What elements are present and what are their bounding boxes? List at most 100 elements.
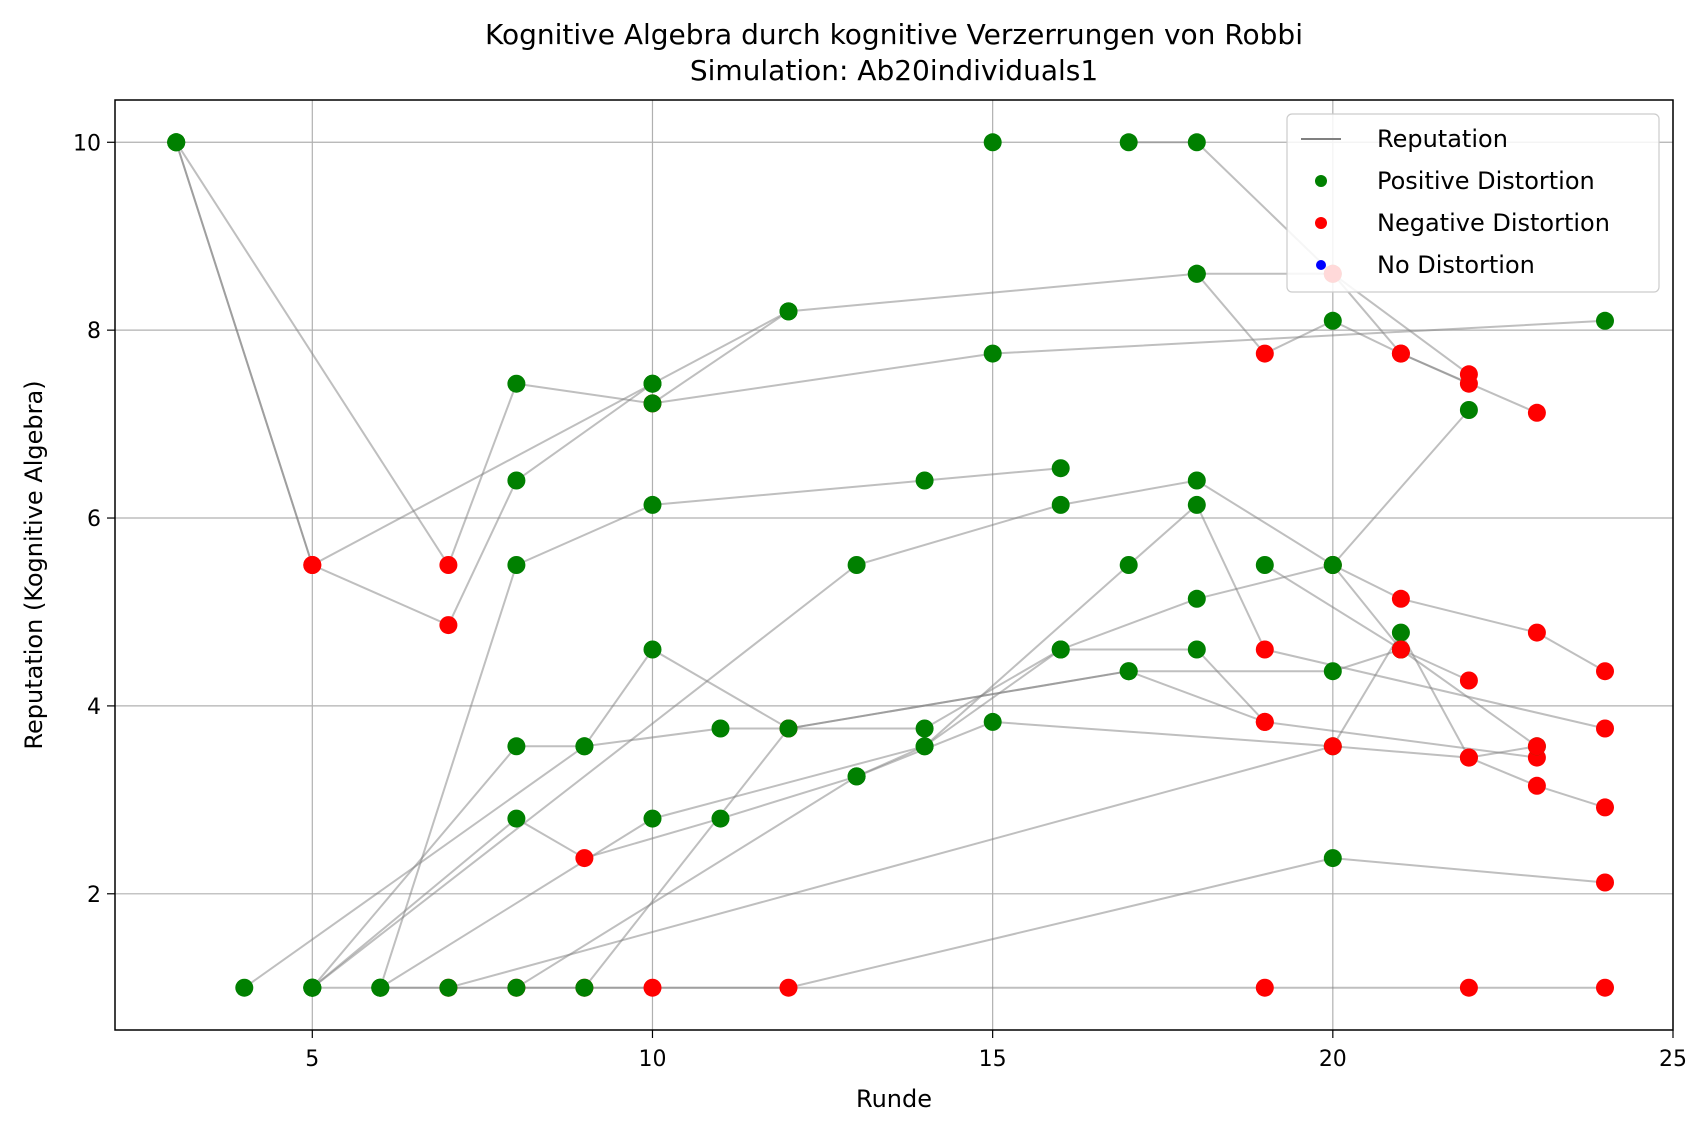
positive-distortion-point [371, 978, 390, 997]
positive-distortion-point [1119, 556, 1138, 574]
positive-distortion-point [1119, 662, 1138, 681]
negative-distortion-point [643, 978, 662, 997]
negative-distortion-point [1596, 719, 1614, 738]
positive-distortion-point [575, 737, 594, 756]
data-points [167, 133, 1614, 997]
positive-distortion-point [1187, 640, 1206, 659]
positive-distortion-point [847, 556, 866, 574]
x-tick-label: 15 [979, 1047, 1007, 1072]
negative-distortion-point [303, 556, 322, 574]
positive-distortion-point [1596, 311, 1614, 330]
y-tick-label: 8 [87, 319, 101, 344]
legend: Reputation Positive Distortion Negative Di… [1286, 113, 1660, 293]
legend-marker-none [1316, 260, 1326, 270]
x-axis-label: Runde [856, 1085, 932, 1113]
negative-distortion-point [1527, 737, 1546, 756]
positive-distortion-point [507, 374, 526, 393]
y-tick-label: 10 [73, 131, 101, 156]
positive-distortion-point [643, 495, 662, 514]
negative-distortion-point [439, 616, 458, 635]
positive-distortion-point [439, 978, 458, 997]
negative-distortion-point [1459, 365, 1478, 384]
positive-distortion-point [1187, 133, 1206, 152]
positive-distortion-point [1187, 264, 1206, 283]
y-axis-label: Reputation (Kognitive Algebra) [20, 380, 48, 749]
negative-distortion-point [1391, 589, 1410, 608]
positive-distortion-point [1051, 640, 1070, 659]
positive-distortion-point [507, 978, 526, 997]
positive-distortion-point [507, 471, 526, 490]
positive-distortion-point [507, 809, 526, 828]
positive-distortion-point [507, 737, 526, 756]
positive-distortion-point [1323, 556, 1342, 574]
positive-distortion-point [1051, 459, 1070, 478]
y-tick-label: 2 [87, 883, 101, 908]
x-tick-label: 25 [1659, 1047, 1687, 1072]
positive-distortion-point [1187, 471, 1206, 490]
y-tick-label: 4 [87, 695, 101, 720]
legend-marker-positive [1315, 175, 1327, 187]
positive-distortion-point [1255, 556, 1274, 574]
negative-distortion-point [1596, 978, 1614, 997]
positive-distortion-point [1051, 495, 1070, 514]
positive-distortion-point [983, 133, 1002, 152]
positive-distortion-point [643, 374, 662, 393]
positive-distortion-point [167, 133, 186, 152]
negative-distortion-point [1459, 748, 1478, 767]
plot-frame [114, 99, 1674, 1031]
x-tick-label: 5 [305, 1047, 319, 1072]
positive-distortion-point [303, 978, 322, 997]
reputation-line [1128, 141, 1470, 376]
positive-distortion-point [1323, 662, 1342, 681]
positive-distortion-point [507, 556, 526, 574]
chart-subtitle: Simulation: Ab20individuals1 [690, 54, 1098, 87]
chart-title: Kognitive Algebra durch kognitive Verzer… [485, 18, 1303, 51]
positive-distortion-point [711, 809, 730, 828]
positive-distortion-point [1119, 133, 1138, 152]
positive-distortion-point [1391, 623, 1410, 642]
negative-distortion-point [1323, 737, 1342, 756]
positive-distortion-point [1323, 311, 1342, 330]
reputation-line [1332, 409, 1470, 566]
reputation-line [311, 479, 1606, 989]
y-tick-label: 6 [87, 507, 101, 532]
positive-distortion-point [1323, 849, 1342, 868]
positive-distortion-point [643, 640, 662, 659]
reputation-line [311, 648, 1266, 989]
x-tick-label: 10 [638, 1047, 666, 1072]
negative-distortion-point [1527, 623, 1546, 642]
negative-distortion-point [1391, 640, 1410, 659]
positive-distortion-point [847, 767, 866, 786]
positive-distortion-point [643, 394, 662, 413]
positive-distortion-point [983, 712, 1002, 731]
negative-distortion-point [439, 556, 458, 574]
positive-distortion-point [915, 737, 934, 756]
negative-distortion-point [1596, 798, 1614, 817]
legend-label: Positive Distortion [1377, 167, 1595, 195]
positive-distortion-point [983, 344, 1002, 363]
negative-distortion-point [575, 849, 594, 868]
negative-distortion-point [1255, 978, 1274, 997]
y-axis: 2 4 6 8 10 [73, 131, 115, 908]
negative-distortion-point [1527, 776, 1546, 795]
negative-distortion-point [1255, 640, 1274, 659]
positive-distortion-point [779, 719, 798, 738]
negative-distortion-point [1459, 978, 1478, 997]
positive-distortion-point [235, 978, 254, 997]
x-axis: 5 10 15 20 25 [305, 1030, 1687, 1072]
negative-distortion-point [1527, 403, 1546, 422]
legend-label: Reputation [1377, 125, 1508, 153]
positive-distortion-point [915, 719, 934, 738]
positive-distortion-point [1187, 495, 1206, 514]
negative-distortion-point [1255, 712, 1274, 731]
negative-distortion-point [1596, 873, 1614, 892]
positive-distortion-point [915, 471, 934, 490]
positive-distortion-point [1187, 589, 1206, 608]
negative-distortion-point [1459, 671, 1478, 690]
negative-distortion-point [1255, 344, 1274, 363]
positive-distortion-point [643, 809, 662, 828]
negative-distortion-point [1596, 662, 1614, 681]
legend-label: Negative Distortion [1377, 209, 1610, 237]
legend-label: No Distortion [1377, 251, 1535, 279]
